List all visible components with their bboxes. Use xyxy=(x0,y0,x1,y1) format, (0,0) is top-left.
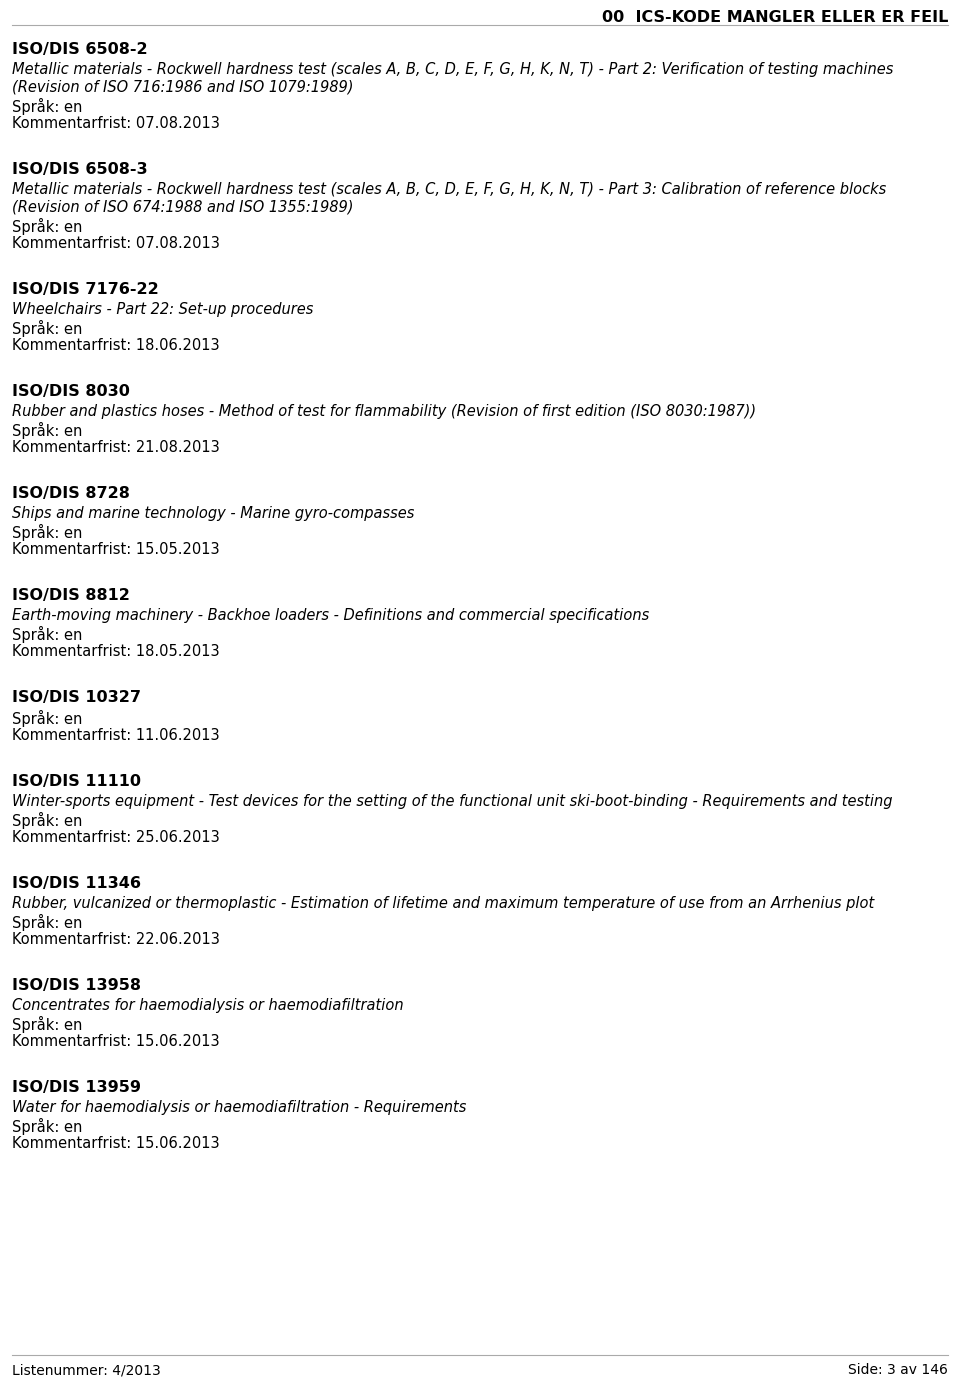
Text: ISO/DIS 8030: ISO/DIS 8030 xyxy=(12,384,130,399)
Text: ISO/DIS 10327: ISO/DIS 10327 xyxy=(12,689,141,705)
Text: ISO/DIS 11346: ISO/DIS 11346 xyxy=(12,876,141,891)
Text: Listenummer: 4/2013: Listenummer: 4/2013 xyxy=(12,1364,160,1377)
Text: ISO/DIS 8812: ISO/DIS 8812 xyxy=(12,588,130,603)
Text: Språk: en: Språk: en xyxy=(12,218,83,235)
Text: Kommentarfrist: 11.06.2013: Kommentarfrist: 11.06.2013 xyxy=(12,728,220,744)
Text: Rubber and plastics hoses - Method of test for flammability (Revision of first e: Rubber and plastics hoses - Method of te… xyxy=(12,404,756,418)
Text: Språk: en: Språk: en xyxy=(12,320,83,336)
Text: ISO/DIS 7176-22: ISO/DIS 7176-22 xyxy=(12,282,158,297)
Text: Water for haemodialysis or haemodiafiltration - Requirements: Water for haemodialysis or haemodiafiltr… xyxy=(12,1099,467,1115)
Text: Språk: en: Språk: en xyxy=(12,710,83,727)
Text: Språk: en: Språk: en xyxy=(12,626,83,644)
Text: Kommentarfrist: 15.06.2013: Kommentarfrist: 15.06.2013 xyxy=(12,1034,220,1049)
Text: Winter-sports equipment - Test devices for the setting of the functional unit sk: Winter-sports equipment - Test devices f… xyxy=(12,794,893,809)
Text: ISO/DIS 6508-3: ISO/DIS 6508-3 xyxy=(12,163,148,177)
Text: ISO/DIS 13959: ISO/DIS 13959 xyxy=(12,1080,141,1095)
Text: ISO/DIS 6508-2: ISO/DIS 6508-2 xyxy=(12,42,148,57)
Text: Kommentarfrist: 22.06.2013: Kommentarfrist: 22.06.2013 xyxy=(12,933,220,947)
Text: Kommentarfrist: 15.05.2013: Kommentarfrist: 15.05.2013 xyxy=(12,542,220,557)
Text: Språk: en: Språk: en xyxy=(12,915,83,931)
Text: Ships and marine technology - Marine gyro-compasses: Ships and marine technology - Marine gyr… xyxy=(12,506,415,521)
Text: Kommentarfrist: 25.06.2013: Kommentarfrist: 25.06.2013 xyxy=(12,830,220,845)
Text: Wheelchairs - Part 22: Set-up procedures: Wheelchairs - Part 22: Set-up procedures xyxy=(12,302,313,317)
Text: Kommentarfrist: 18.06.2013: Kommentarfrist: 18.06.2013 xyxy=(12,338,220,353)
Text: Språk: en: Språk: en xyxy=(12,423,83,439)
Text: (Revision of ISO 674:1988 and ISO 1355:1989): (Revision of ISO 674:1988 and ISO 1355:1… xyxy=(12,200,353,215)
Text: 00  ICS-KODE MANGLER ELLER ER FEIL: 00 ICS-KODE MANGLER ELLER ER FEIL xyxy=(602,10,948,25)
Text: Språk: en: Språk: en xyxy=(12,99,83,115)
Text: ISO/DIS 13958: ISO/DIS 13958 xyxy=(12,979,141,992)
Text: ISO/DIS 11110: ISO/DIS 11110 xyxy=(12,774,141,790)
Text: ISO/DIS 8728: ISO/DIS 8728 xyxy=(12,486,130,500)
Text: Språk: en: Språk: en xyxy=(12,1016,83,1033)
Text: Kommentarfrist: 21.08.2013: Kommentarfrist: 21.08.2013 xyxy=(12,441,220,455)
Text: Kommentarfrist: 07.08.2013: Kommentarfrist: 07.08.2013 xyxy=(12,236,220,252)
Text: Språk: en: Språk: en xyxy=(12,1118,83,1136)
Text: Metallic materials - Rockwell hardness test (scales A, B, C, D, E, F, G, H, K, N: Metallic materials - Rockwell hardness t… xyxy=(12,182,886,197)
Text: Kommentarfrist: 07.08.2013: Kommentarfrist: 07.08.2013 xyxy=(12,115,220,131)
Text: Side: 3 av 146: Side: 3 av 146 xyxy=(848,1364,948,1377)
Text: Rubber, vulcanized or thermoplastic - Estimation of lifetime and maximum tempera: Rubber, vulcanized or thermoplastic - Es… xyxy=(12,897,875,910)
Text: Språk: en: Språk: en xyxy=(12,812,83,828)
Text: Earth-moving machinery - Backhoe loaders - Definitions and commercial specificat: Earth-moving machinery - Backhoe loaders… xyxy=(12,607,649,623)
Text: Kommentarfrist: 15.06.2013: Kommentarfrist: 15.06.2013 xyxy=(12,1136,220,1151)
Text: Concentrates for haemodialysis or haemodiafiltration: Concentrates for haemodialysis or haemod… xyxy=(12,998,403,1013)
Text: Metallic materials - Rockwell hardness test (scales A, B, C, D, E, F, G, H, K, N: Metallic materials - Rockwell hardness t… xyxy=(12,63,894,76)
Text: Språk: en: Språk: en xyxy=(12,524,83,541)
Text: (Revision of ISO 716:1986 and ISO 1079:1989): (Revision of ISO 716:1986 and ISO 1079:1… xyxy=(12,81,353,95)
Text: Kommentarfrist: 18.05.2013: Kommentarfrist: 18.05.2013 xyxy=(12,644,220,659)
